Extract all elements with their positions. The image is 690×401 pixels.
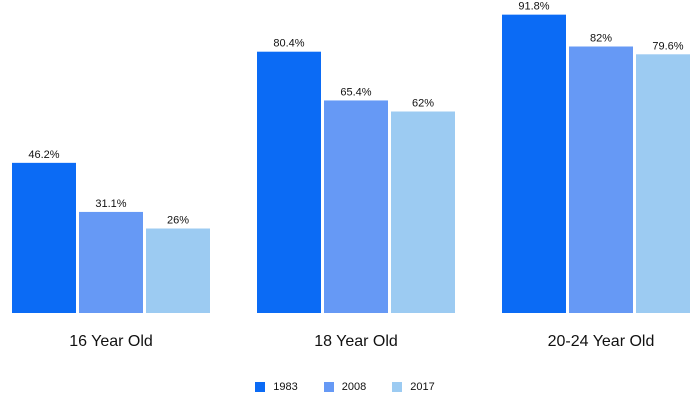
bar-1983-0 (12, 162, 76, 313)
chart-legend: 1983 2008 2017 (0, 379, 690, 395)
bar-value-label: 26% (167, 215, 189, 227)
bar-2008-1 (324, 100, 388, 313)
category-label: 20-24 Year Old (548, 333, 655, 350)
legend-label: 2008 (341, 381, 367, 393)
legend-swatch (392, 382, 403, 392)
legend-label: 1983 (273, 381, 298, 393)
bar-value-label: 80.4% (273, 38, 304, 50)
bar-2008-0 (79, 211, 143, 313)
bar-value-label: 82% (590, 33, 612, 45)
bar-2017-0 (146, 228, 210, 313)
bar-1983-1 (257, 51, 321, 313)
legend-item-2017: 2017 (392, 381, 435, 393)
legend-swatch (255, 382, 266, 392)
bar-value-label: 79.6% (652, 40, 683, 52)
bar-2017-1 (391, 111, 455, 313)
bar-2008-2 (569, 46, 633, 313)
legend-item-1983: 1983 (255, 381, 298, 393)
bar-value-label: 46.2% (28, 149, 59, 161)
bar-value-label: 91.8% (518, 1, 549, 13)
bar-value-label: 65.4% (340, 86, 371, 98)
legend-swatch (323, 382, 334, 392)
bar-1983-2 (502, 14, 566, 314)
bar-2017-2 (636, 54, 690, 314)
bar-value-label: 31.1% (95, 198, 126, 210)
legend-item-2008: 2008 (323, 381, 367, 393)
category-label: 18 Year Old (314, 333, 398, 350)
legend-label: 2017 (410, 381, 435, 393)
bar-value-label: 62% (412, 98, 434, 110)
category-label: 16 Year Old (69, 333, 153, 350)
